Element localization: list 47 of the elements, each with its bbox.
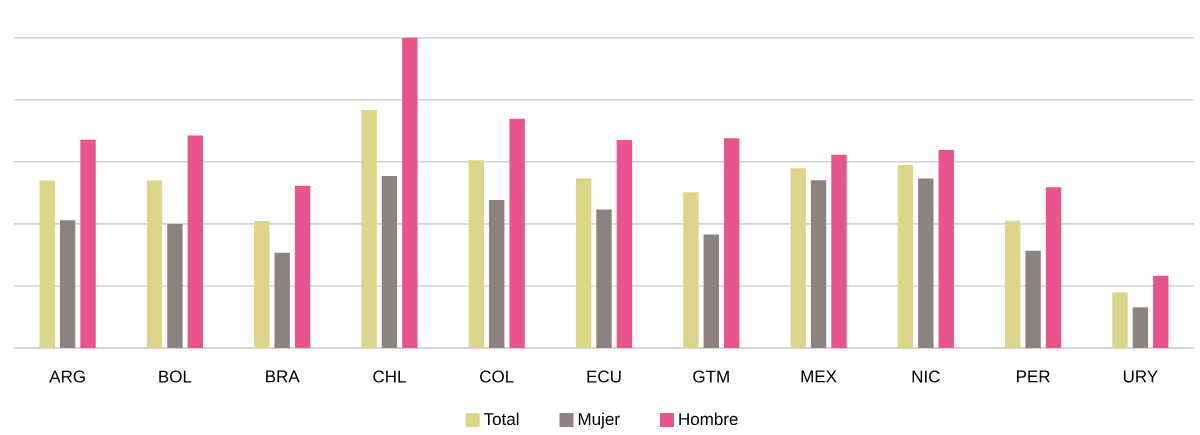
bar [167,223,183,348]
bar [1025,250,1041,348]
bar [468,160,485,348]
bar [1132,307,1149,348]
bar [402,37,418,348]
bar [1005,220,1021,348]
bar [575,178,592,348]
x-tick-label: ECU [587,370,621,383]
bar [683,192,699,348]
bar [39,180,55,348]
x-tick-label: URY [1123,370,1158,383]
legend-label: Total [483,412,519,425]
x-tick-label: CHL [373,370,406,383]
bar [1153,275,1169,348]
bar [361,109,377,348]
legend-label: Hombre [679,412,738,425]
x-tick-label: BOL [159,370,192,383]
x-tick-label: ARG [49,370,85,383]
bar [274,252,290,348]
x-tick-label: MEX [801,370,837,383]
bar [723,138,740,348]
x-tick-label: NIC [912,370,940,383]
x-tick-label: COL [480,370,514,383]
bar [897,164,914,348]
bar [703,234,719,348]
bar [59,219,76,348]
bar [489,199,505,348]
bar [509,118,525,348]
bar [254,220,270,348]
legend-label: Mujer [578,412,620,429]
bar [790,168,806,348]
bar [294,185,311,348]
bar [146,180,163,348]
bar [187,135,204,348]
x-tick-label: PER [1017,370,1050,383]
x-tick-label: BRA [266,370,300,383]
bar [918,178,934,348]
x-tick-label: GTM [693,370,729,383]
bar [381,175,398,348]
bar [80,139,96,348]
bar [1112,292,1128,348]
bar [1045,187,1062,348]
bar [938,149,954,348]
bar [810,179,827,348]
bar [616,139,633,348]
bar [596,209,612,348]
bar [831,154,847,348]
